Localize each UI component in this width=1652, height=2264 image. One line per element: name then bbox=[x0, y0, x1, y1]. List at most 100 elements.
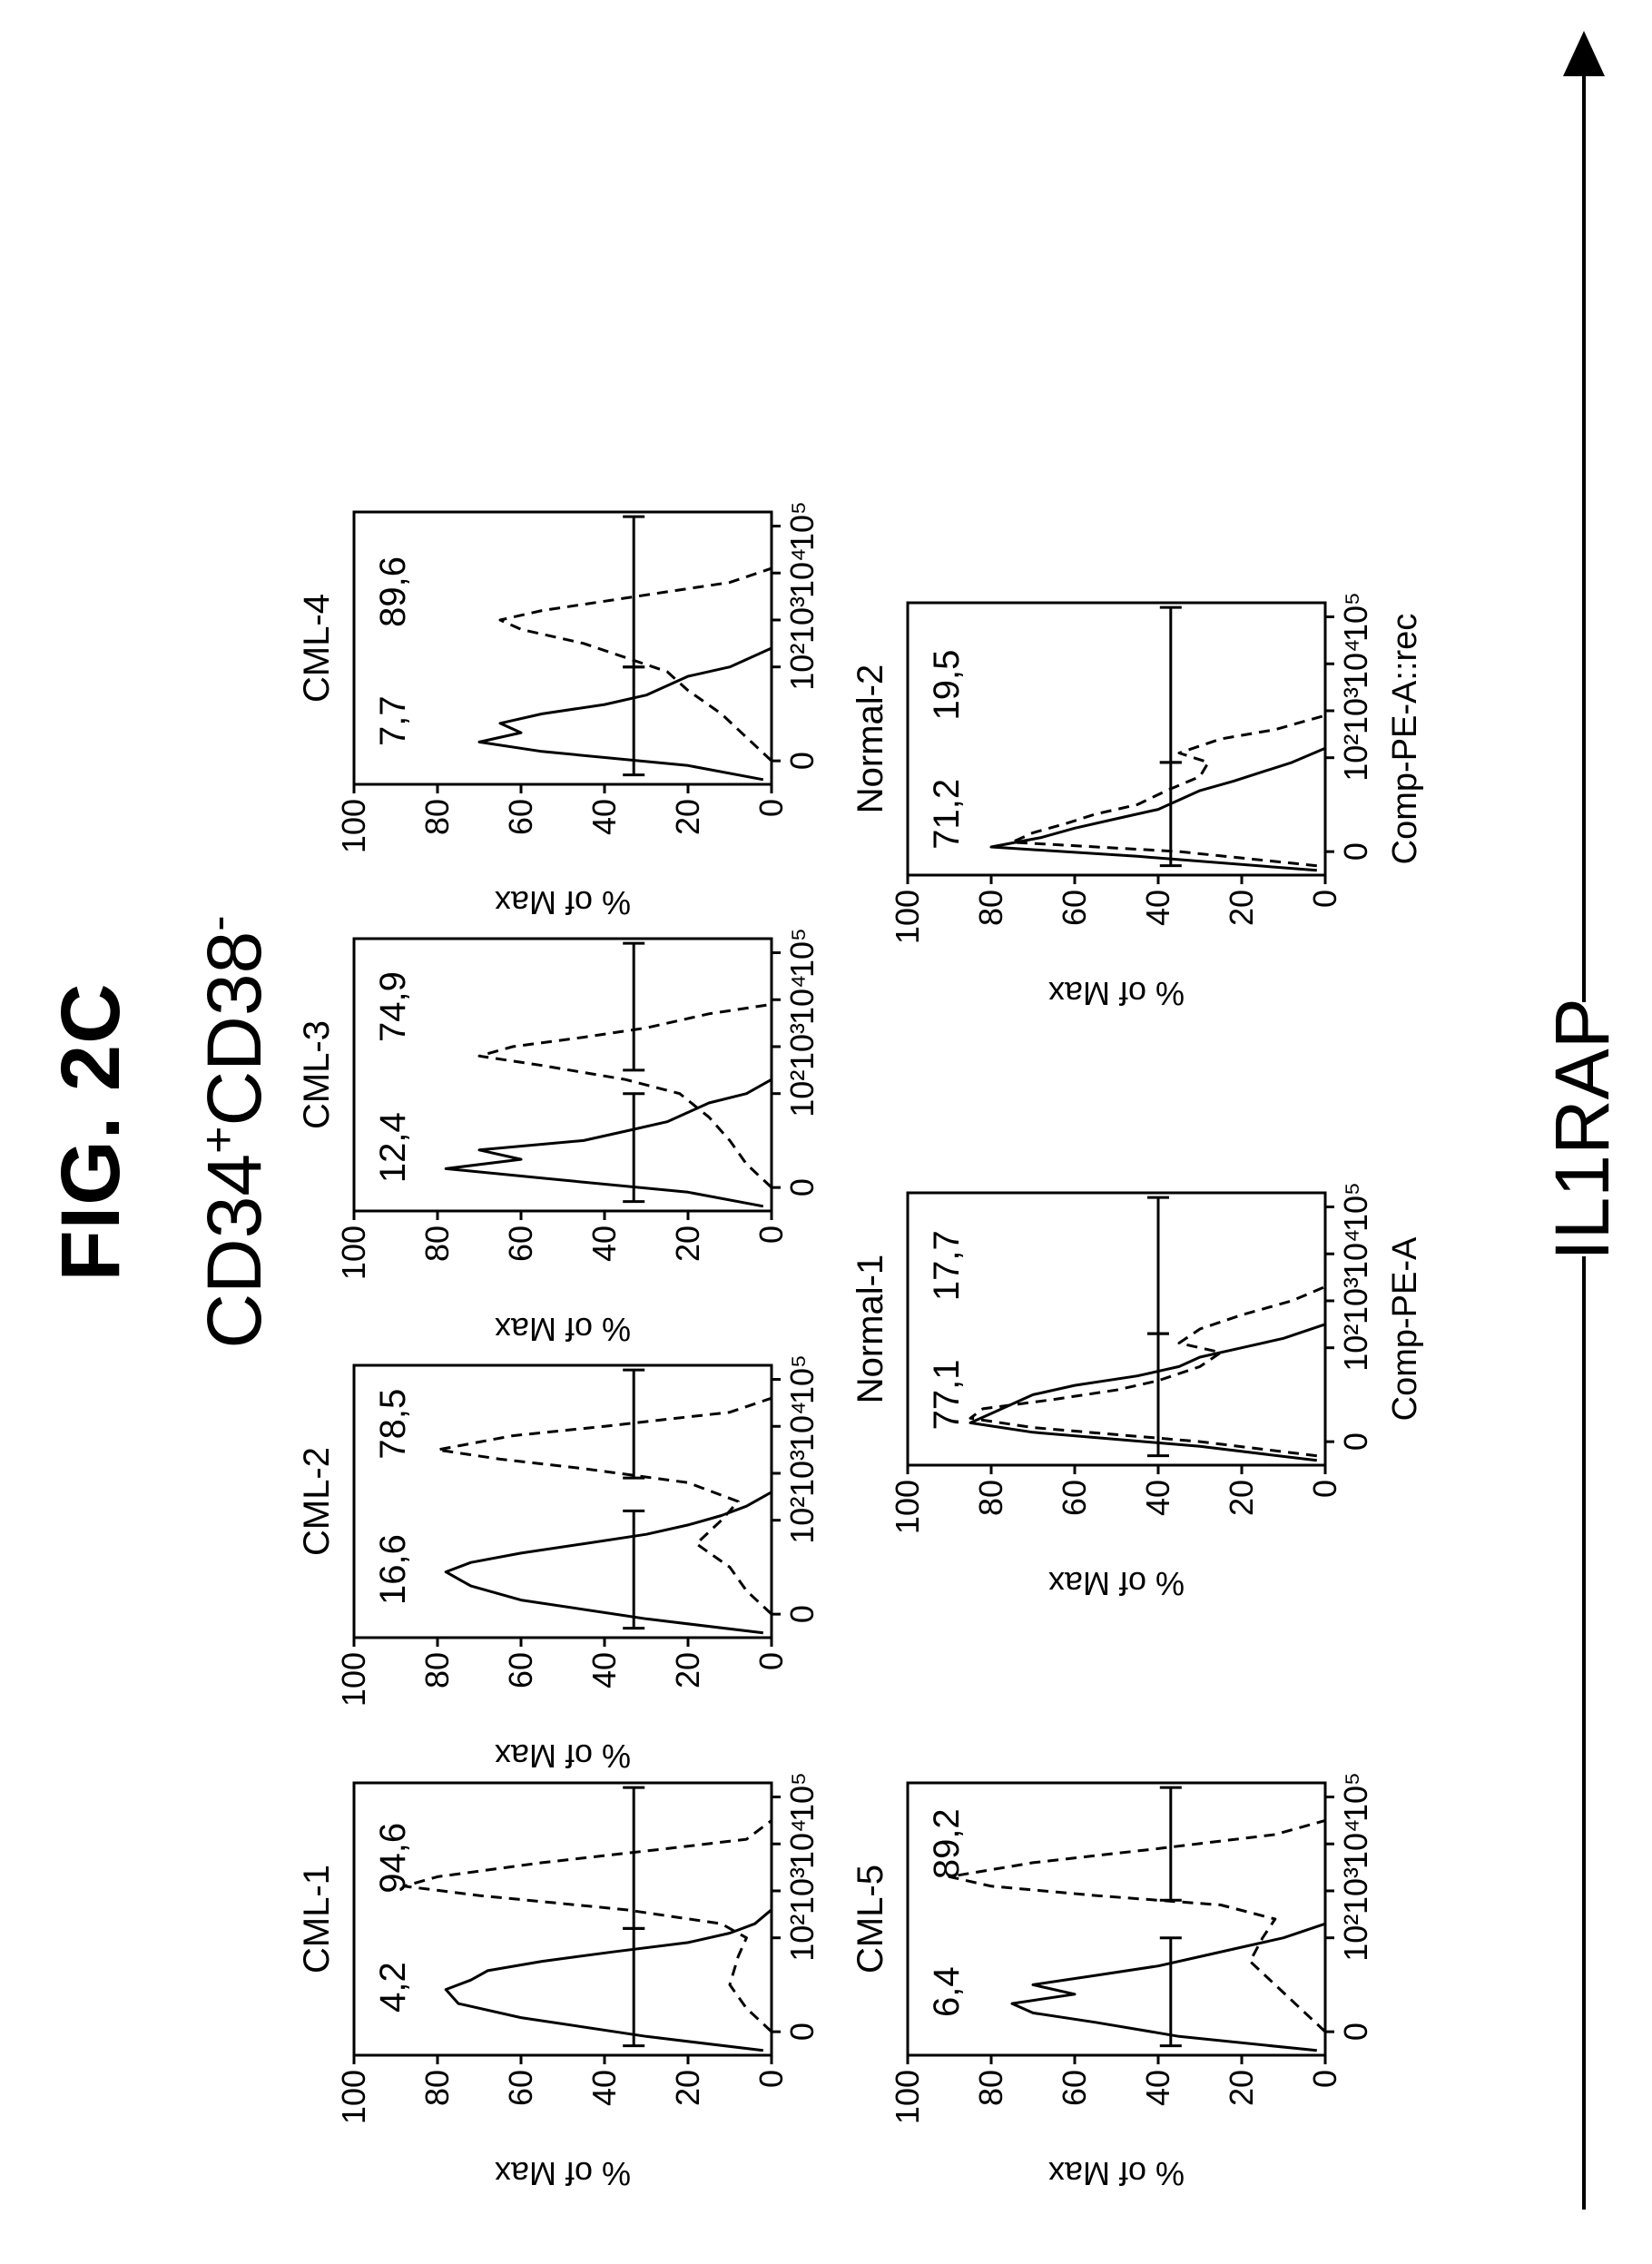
gate-label-normal-1: 77,1 bbox=[927, 1359, 967, 1430]
x-tick-label-cml-1: 10² bbox=[783, 1915, 821, 1962]
y-tick-label-cml-3: 80 bbox=[418, 1226, 456, 1262]
axis-banner-label: IL1RAP bbox=[1539, 998, 1625, 1261]
histogram-solid-cml-4 bbox=[477, 646, 772, 782]
x-tick-label-cml-2: 10⁴ bbox=[783, 1401, 821, 1452]
gate-label-cml-2: 78,5 bbox=[373, 1389, 413, 1460]
x-tick-label-cml-5: 10² bbox=[1337, 1915, 1374, 1962]
x-tick-label-cml-1: 10³ bbox=[783, 1867, 821, 1915]
y-tick-label-cml-5: 80 bbox=[972, 2070, 1009, 2106]
x-tick-label-cml-5: 10⁵ bbox=[1337, 1772, 1374, 1822]
x-tick-label-cml-3: 10⁵ bbox=[783, 928, 821, 978]
y-tick-label-normal-1: 40 bbox=[1139, 1480, 1176, 1516]
y-tick-label-cml-5: 0 bbox=[1306, 2070, 1343, 2088]
x-tick-label-normal-2: 10⁵ bbox=[1337, 592, 1374, 642]
gate-label-cml-5: 89,2 bbox=[927, 1808, 967, 1879]
y-tick-label-normal-2: 40 bbox=[1139, 890, 1176, 926]
x-tick-label-cml-4: 10⁵ bbox=[783, 501, 821, 551]
y-axis-label-cml-3: % of Max bbox=[495, 1311, 631, 1348]
x-tick-label-cml-4: 10⁴ bbox=[783, 547, 821, 598]
y-axis-label-cml-4: % of Max bbox=[495, 884, 631, 921]
x-tick-label-cml-5: 0 bbox=[1337, 2023, 1374, 2041]
x-tick-label-cml-2: 10⁵ bbox=[783, 1354, 821, 1404]
histogram-solid-cml-5 bbox=[1010, 1922, 1326, 2052]
histogram-dashed-cml-5 bbox=[948, 1818, 1327, 2033]
histogram-solid-cml-1 bbox=[444, 1908, 772, 2052]
y-tick-label-cml-1: 60 bbox=[502, 2070, 539, 2106]
x-tick-label-normal-2: 10² bbox=[1337, 734, 1374, 782]
il1rap-axis-arrow: IL1RAP bbox=[1539, 31, 1625, 2210]
y-tick-label-cml-4: 60 bbox=[502, 799, 539, 835]
x-tick-label-cml-5: 10³ bbox=[1337, 1867, 1374, 1915]
y-tick-label-cml-3: 100 bbox=[335, 1226, 372, 1280]
x-tick-label-cml-1: 10⁵ bbox=[783, 1772, 821, 1822]
y-tick-label-normal-1: 0 bbox=[1306, 1480, 1343, 1498]
x-tick-label-normal-1: 10² bbox=[1337, 1324, 1374, 1372]
y-tick-label-cml-3: 60 bbox=[502, 1226, 539, 1262]
x-tick-label-cml-1: 10⁴ bbox=[783, 1818, 821, 1869]
gate-label-normal-1: 17,7 bbox=[927, 1230, 967, 1301]
y-tick-label-cml-3: 20 bbox=[669, 1226, 706, 1262]
gate-label-cml-4: 7,7 bbox=[373, 695, 413, 746]
y-tick-label-cml-3: 40 bbox=[585, 1226, 623, 1262]
gate-label-cml-5: 6,4 bbox=[927, 1966, 967, 2017]
x-tick-label-normal-1: 10³ bbox=[1337, 1277, 1374, 1324]
histogram-solid-cml-2 bbox=[444, 1491, 772, 1635]
histogram-dashed-cml-4 bbox=[498, 566, 773, 763]
plot-frame-normal-1 bbox=[906, 1191, 1327, 1467]
x-tick-label-normal-1: 10⁴ bbox=[1337, 1228, 1374, 1279]
y-tick-label-cml-1: 80 bbox=[418, 2070, 456, 2106]
y-axis-label-normal-1: % of Max bbox=[1048, 1565, 1185, 1602]
histogram-dashed-normal-2 bbox=[1010, 714, 1326, 868]
plot-frame-cml-5 bbox=[906, 1781, 1327, 2057]
y-tick-label-normal-2: 100 bbox=[889, 890, 926, 944]
gate-label-cml-1: 4,2 bbox=[373, 1962, 413, 2013]
histogram-solid-cml-3 bbox=[444, 1078, 772, 1208]
y-axis-label-cml-1: % of Max bbox=[495, 2155, 631, 2192]
y-tick-label-cml-5: 60 bbox=[1056, 2070, 1093, 2106]
y-tick-label-cml-2: 80 bbox=[418, 1652, 456, 1688]
y-tick-label-cml-3: 0 bbox=[752, 1226, 790, 1244]
y-tick-label-normal-2: 60 bbox=[1056, 890, 1093, 926]
y-axis-label-cml-5: % of Max bbox=[1048, 2155, 1185, 2192]
x-tick-label-cml-3: 10⁴ bbox=[783, 974, 821, 1025]
arrow-head-icon bbox=[1563, 31, 1605, 76]
y-tick-label-cml-2: 100 bbox=[335, 1652, 372, 1707]
gate-label-cml-2: 16,6 bbox=[373, 1534, 413, 1605]
histogram-solid-normal-2 bbox=[989, 746, 1326, 872]
x-tick-label-cml-2: 0 bbox=[783, 1605, 821, 1623]
gate-label-normal-2: 71,2 bbox=[927, 779, 967, 850]
y-tick-label-cml-4: 0 bbox=[752, 799, 790, 817]
x-tick-label-cml-4: 10³ bbox=[783, 596, 821, 644]
x-tick-label-cml-4: 10² bbox=[783, 644, 821, 691]
x-tick-label-cml-5: 10⁴ bbox=[1337, 1818, 1374, 1869]
gate-label-cml-1: 94,6 bbox=[373, 1823, 413, 1894]
y-tick-label-cml-1: 0 bbox=[752, 2070, 790, 2088]
x-axis-label-normal-1: Comp-PE-A bbox=[1386, 1236, 1424, 1421]
y-tick-label-normal-2: 20 bbox=[1223, 890, 1260, 926]
histogram-dashed-normal-1 bbox=[969, 1285, 1326, 1458]
x-tick-label-normal-1: 10⁵ bbox=[1337, 1182, 1374, 1232]
panel-title-cml-4: CML-4 bbox=[297, 594, 337, 703]
plot-frame-cml-3 bbox=[352, 937, 773, 1213]
x-axis-label-normal-2: Comp-PE-A::rec bbox=[1386, 614, 1424, 865]
panel-title-cml-5: CML-5 bbox=[851, 1865, 890, 1974]
plot-frame-normal-2 bbox=[906, 601, 1327, 877]
y-tick-label-cml-5: 100 bbox=[889, 2070, 926, 2124]
histogram-solid-normal-1 bbox=[969, 1323, 1326, 1462]
gate-label-cml-3: 74,9 bbox=[373, 971, 413, 1042]
x-tick-label-normal-2: 10⁴ bbox=[1337, 638, 1374, 689]
y-tick-label-cml-1: 40 bbox=[585, 2070, 623, 2106]
x-tick-label-cml-2: 10² bbox=[783, 1497, 821, 1544]
y-tick-label-normal-2: 80 bbox=[972, 890, 1009, 926]
x-tick-label-cml-3: 10² bbox=[783, 1070, 821, 1117]
y-tick-label-normal-2: 0 bbox=[1306, 890, 1343, 908]
y-tick-label-cml-1: 20 bbox=[669, 2070, 706, 2106]
y-tick-label-cml-1: 100 bbox=[335, 2070, 372, 2124]
gate-label-cml-4: 89,6 bbox=[373, 556, 413, 627]
y-axis-label-normal-2: % of Max bbox=[1048, 975, 1185, 1012]
y-tick-label-cml-2: 0 bbox=[752, 1652, 790, 1670]
x-tick-label-normal-1: 0 bbox=[1337, 1432, 1374, 1451]
x-tick-label-cml-4: 0 bbox=[783, 752, 821, 770]
